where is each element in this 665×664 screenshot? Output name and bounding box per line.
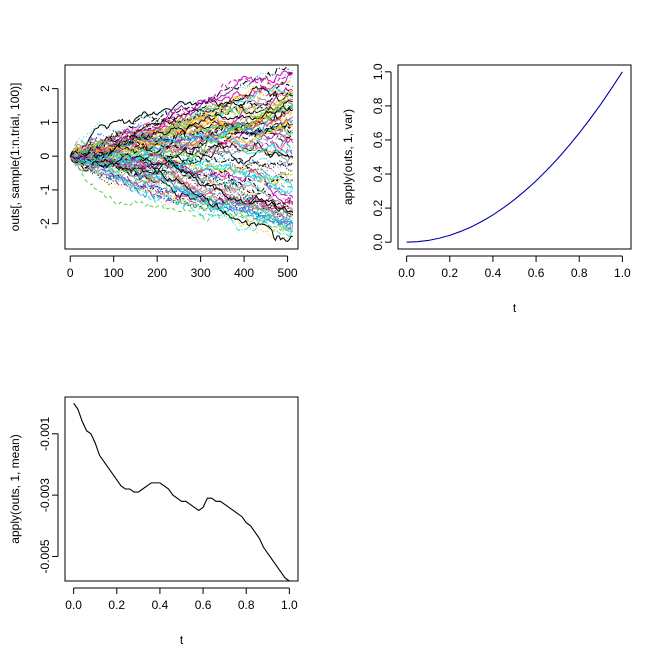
path-series: [70, 97, 293, 157]
x-tick-label: 0.2: [441, 266, 458, 280]
x-tick-label: 0.6: [528, 266, 545, 280]
path-series: [69, 154, 294, 221]
y-axis-title: outs[, sample(1:n.trial, 100)]: [8, 83, 22, 232]
path-series: [70, 131, 293, 157]
x-tick-label: 0.8: [238, 598, 255, 612]
path-series: [69, 105, 293, 159]
y-tick-label: 0.0: [371, 234, 385, 251]
variance-plot: 0.0 0.2 0.4 0.6 0.8 1.0 0.0 0.2 0.4 0.6 0.8 1.0 t app…: [341, 63, 632, 315]
y-tick-label: -0.003: [38, 478, 52, 512]
path-series: [70, 154, 294, 228]
path-series: [70, 149, 294, 226]
path-series: [70, 151, 293, 182]
plot-box: [397, 64, 632, 250]
path-series: [70, 131, 293, 164]
x-tick-label: 0.0: [398, 266, 415, 280]
x-tick-label: 0: [67, 266, 74, 280]
plot-box: [64, 64, 299, 250]
path-series: [70, 151, 294, 199]
x-tick-label: 0.4: [485, 266, 502, 280]
y-tick-label: 1.0: [371, 63, 385, 80]
path-series: [70, 152, 294, 185]
path-series: [69, 150, 294, 213]
y-axis-title: apply(outs, 1, mean): [8, 434, 22, 543]
x-tick-label: 300: [191, 266, 211, 280]
path-series: [69, 129, 293, 161]
x-tick-label: 1.0: [614, 266, 631, 280]
x-tick-label: 400: [234, 266, 254, 280]
path-series: [69, 155, 293, 226]
path-series: [69, 81, 293, 159]
series-line: [73, 402, 290, 582]
path-series: [69, 103, 294, 161]
x-tick-label: 500: [278, 266, 298, 280]
path-series: [70, 106, 294, 158]
y-tick-label: -0.001: [38, 416, 52, 450]
path-series: [70, 155, 294, 232]
path-series: [69, 104, 294, 157]
x-tick-label: 1.0: [281, 598, 298, 612]
y-tick-label: 0: [38, 152, 52, 159]
x-axis-title: t: [513, 301, 517, 315]
y-axis-title: apply(outs, 1, var): [341, 109, 355, 205]
y-tick-label: -2: [38, 218, 52, 229]
y-tick-label: 0.8: [371, 97, 385, 114]
y-tick-label: -0.005: [38, 539, 52, 573]
mean-plot: 0.0 0.2 0.4 0.6 0.8 1.0 -0.001 -0.003 -0.005 t app…: [8, 396, 299, 647]
path-series: [70, 154, 294, 205]
x-tick-label: 0.8: [571, 266, 588, 280]
x-axis-title: t: [180, 633, 184, 647]
y-tick-label: 0.2: [371, 199, 385, 216]
x-tick-label: 0.6: [195, 598, 212, 612]
path-series: [70, 155, 293, 242]
path-series: [70, 96, 294, 158]
path-series: [69, 148, 293, 190]
x-tick-label: 0.2: [108, 598, 125, 612]
plot-box: [64, 396, 299, 582]
path-series: [69, 155, 293, 216]
path-series: [69, 135, 294, 158]
y-tick-label: 0.6: [371, 131, 385, 148]
y-tick-label: -1: [38, 184, 52, 195]
y-tick-label: 2: [38, 85, 52, 92]
path-series: [70, 73, 294, 158]
y-tick-label: 0.4: [371, 165, 385, 182]
paths-plot: 0 100 200 300 400 500 -2 -1 0 1 2 outs[, sample(1:n…: [8, 64, 299, 280]
series-line: [406, 71, 623, 243]
x-tick-label: 200: [147, 266, 167, 280]
path-series: [69, 90, 294, 161]
x-tick-label: 0.0: [65, 598, 82, 612]
y-tick-label: 1: [38, 119, 52, 126]
path-series: [69, 152, 293, 242]
x-tick-label: 100: [104, 266, 124, 280]
path-series: [70, 127, 293, 162]
x-tick-label: 0.4: [152, 598, 169, 612]
path-series: [69, 155, 293, 237]
